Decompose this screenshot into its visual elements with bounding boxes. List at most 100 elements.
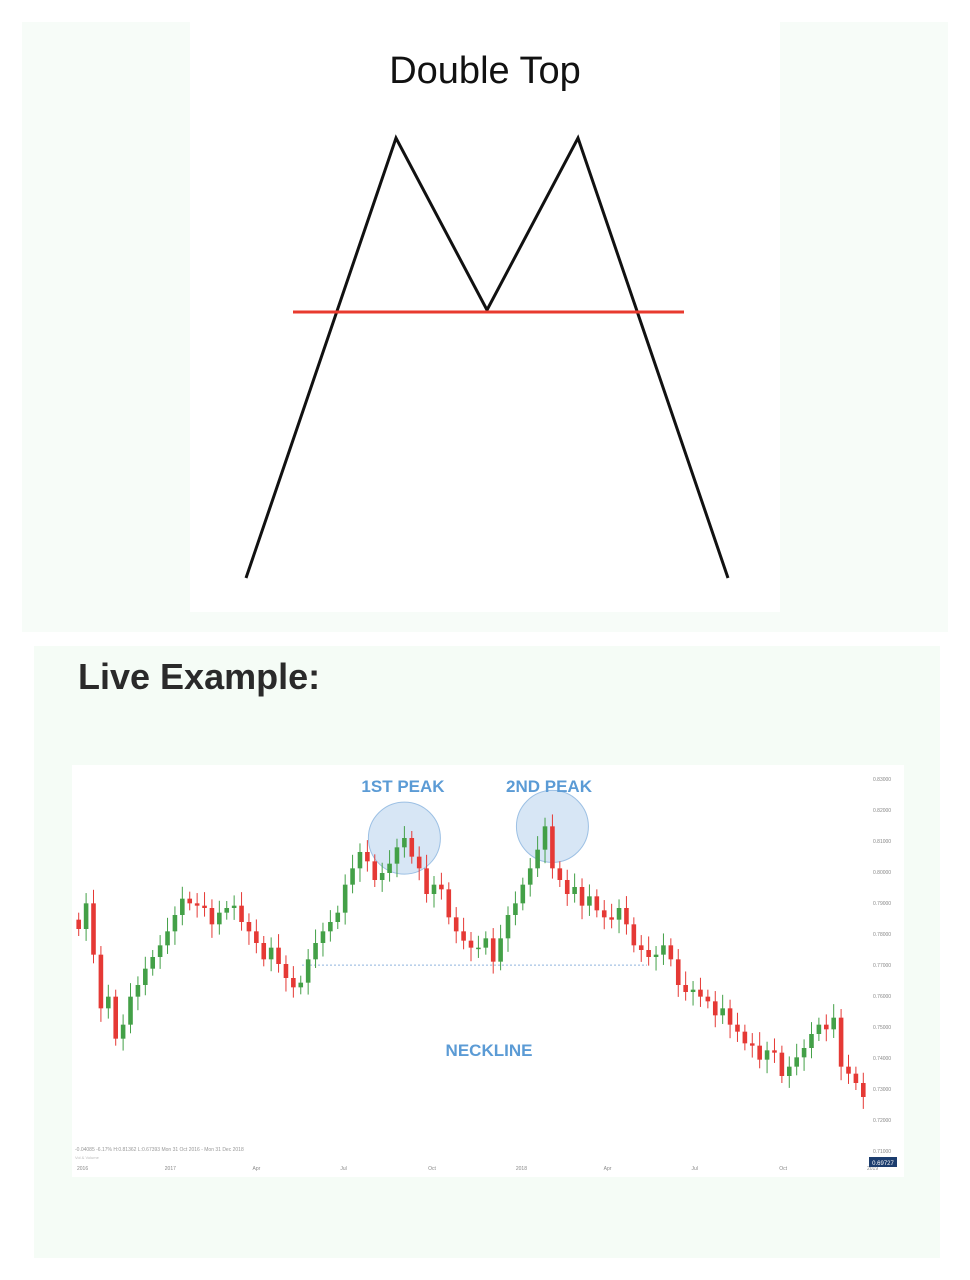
candle-body bbox=[587, 896, 592, 906]
candle-body bbox=[113, 996, 119, 1039]
candle-body bbox=[328, 922, 333, 932]
y-tick-label: 0.75000 bbox=[873, 1025, 891, 1031]
candle-body bbox=[564, 880, 570, 894]
live-example-heading: Live Example: bbox=[78, 656, 321, 697]
first-peak-label: 1ST PEAK bbox=[361, 777, 445, 796]
candle-body bbox=[246, 922, 252, 932]
candle-body bbox=[165, 931, 170, 946]
candle-body bbox=[594, 896, 600, 911]
x-tick-label: Jul bbox=[691, 1166, 697, 1172]
candlestick-chart: 0.83000 0.82000 0.81000 0.80000 0.79000 0.780… bbox=[75, 777, 897, 1172]
candle-body bbox=[150, 957, 156, 969]
candle-body bbox=[446, 889, 452, 918]
candle-body bbox=[490, 938, 496, 962]
candle-body bbox=[542, 826, 548, 850]
candle-body bbox=[712, 1001, 718, 1016]
candle-body bbox=[106, 996, 111, 1009]
candle-body bbox=[779, 1052, 785, 1076]
diagram-title: Double Top bbox=[389, 50, 581, 92]
candle-body bbox=[698, 989, 703, 997]
candle-body bbox=[416, 856, 422, 869]
candle-body bbox=[172, 915, 178, 932]
y-tick-label: 0.83000 bbox=[873, 777, 891, 783]
candle-body bbox=[794, 1057, 799, 1067]
volume-label: Vol & Volume bbox=[75, 1155, 100, 1160]
candle-body bbox=[861, 1083, 866, 1097]
candle-body bbox=[498, 938, 503, 962]
candle-body bbox=[387, 863, 392, 873]
candle-body bbox=[231, 905, 237, 908]
neckline-label: NECKLINE bbox=[446, 1041, 533, 1060]
candle-body bbox=[409, 838, 415, 857]
y-tick-label: 0.73000 bbox=[873, 1087, 891, 1093]
candle-body bbox=[801, 1048, 807, 1058]
candle-body bbox=[838, 1017, 844, 1067]
candle-body bbox=[350, 868, 355, 885]
last-price-label: 0.69727 bbox=[872, 1161, 894, 1167]
candle-body bbox=[624, 908, 629, 925]
candle-body bbox=[816, 1024, 822, 1034]
candle-body bbox=[268, 947, 274, 960]
candle-body bbox=[239, 905, 244, 922]
x-tick-label: Oct bbox=[779, 1166, 787, 1172]
candle-body bbox=[683, 985, 688, 992]
candle-body bbox=[76, 919, 81, 929]
candle-body bbox=[291, 978, 296, 988]
x-tick-label: Oct bbox=[428, 1166, 436, 1172]
y-tick-label: 0.71000 bbox=[873, 1149, 891, 1155]
candle-body bbox=[157, 945, 163, 957]
x-tick-label: 2018 bbox=[516, 1166, 527, 1172]
candle-body bbox=[520, 884, 526, 904]
candle-body bbox=[365, 852, 370, 862]
candle-body bbox=[298, 982, 304, 988]
y-tick-label: 0.72000 bbox=[873, 1118, 891, 1124]
candle-body bbox=[601, 910, 607, 918]
candle-body bbox=[505, 915, 511, 939]
candle-body bbox=[535, 849, 540, 869]
candle-body bbox=[468, 940, 474, 948]
candle-body bbox=[757, 1045, 762, 1060]
y-tick-label: 0.80000 bbox=[873, 870, 891, 876]
candle-body bbox=[823, 1024, 829, 1030]
candle-body bbox=[483, 938, 489, 948]
last-price-badge bbox=[869, 1157, 897, 1167]
candle-body bbox=[431, 884, 437, 894]
candle-body bbox=[705, 996, 711, 1002]
candle-body bbox=[675, 959, 681, 985]
y-tick-label: 0.77000 bbox=[873, 963, 891, 969]
candle-body bbox=[609, 917, 614, 920]
candle-body bbox=[579, 887, 585, 906]
candle-body bbox=[261, 943, 267, 960]
candle-body bbox=[335, 912, 341, 922]
candle-body bbox=[305, 959, 311, 983]
candlestick-chart-area: 0.83000 0.82000 0.81000 0.80000 0.79000 0.780… bbox=[72, 765, 904, 1177]
candle-body bbox=[616, 908, 622, 920]
y-tick-label: 0.81000 bbox=[873, 839, 891, 845]
y-tick-label: 0.78000 bbox=[873, 932, 891, 938]
candle-body bbox=[772, 1050, 777, 1053]
candle-body bbox=[91, 903, 96, 955]
candle-body bbox=[720, 1008, 725, 1016]
candle-body bbox=[379, 873, 385, 880]
candle-body bbox=[809, 1034, 814, 1048]
candle-body bbox=[202, 905, 207, 908]
double-top-pattern-line bbox=[244, 134, 730, 579]
candle-body bbox=[402, 838, 407, 848]
candle-body bbox=[846, 1066, 851, 1074]
candle-body bbox=[668, 945, 674, 960]
candle-body bbox=[180, 898, 185, 915]
candle-body bbox=[224, 908, 230, 913]
candle-body bbox=[476, 947, 481, 950]
candle-body bbox=[254, 931, 259, 943]
candle-body bbox=[461, 931, 466, 941]
x-tick-label: 2016 bbox=[77, 1166, 88, 1172]
candle-body bbox=[638, 945, 644, 950]
candle-body bbox=[453, 917, 459, 932]
candle-body bbox=[143, 968, 148, 985]
candle-body bbox=[424, 868, 429, 894]
candle-body bbox=[527, 868, 533, 885]
candle-body bbox=[439, 884, 444, 890]
x-tick-label: Jul bbox=[340, 1166, 346, 1172]
candle-body bbox=[394, 847, 400, 864]
candle-body bbox=[764, 1050, 770, 1060]
